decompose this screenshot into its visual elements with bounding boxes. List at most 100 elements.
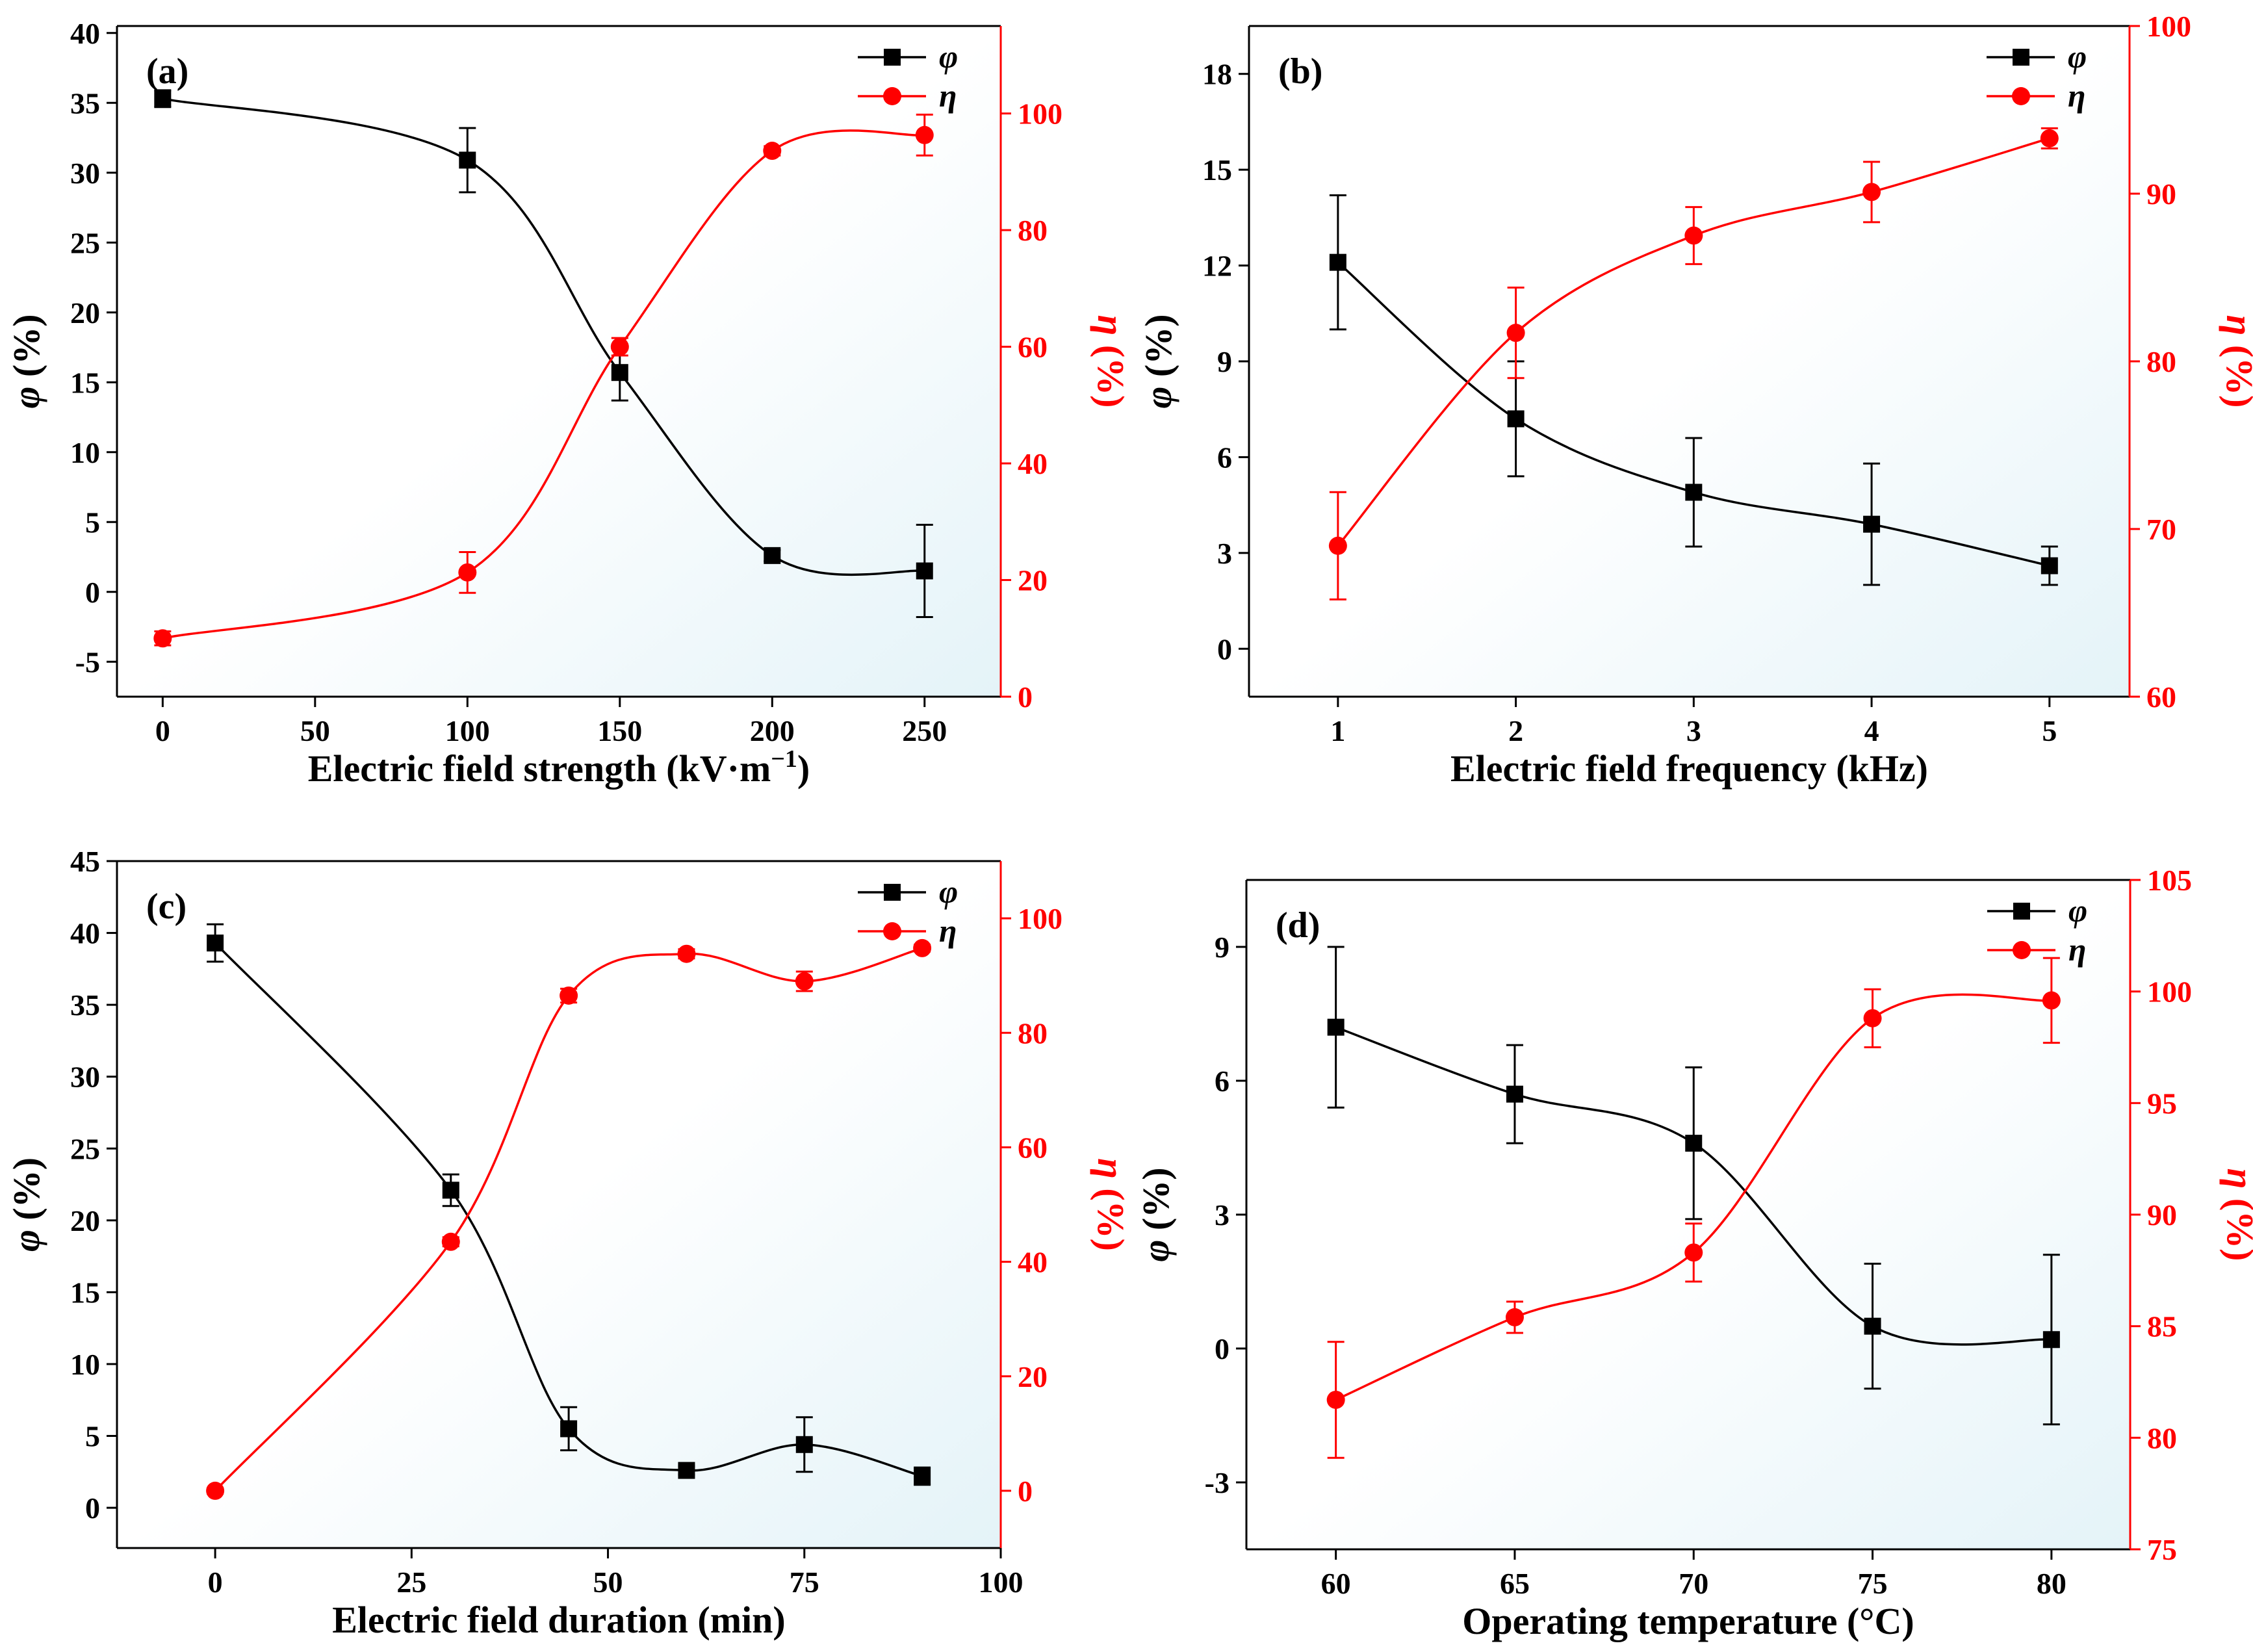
eta-point [2042, 991, 2061, 1010]
y-left-tick-label: -5 [75, 645, 100, 678]
phi-point [1506, 1085, 1523, 1103]
phi-point [914, 1467, 931, 1485]
y-right-tick-label: 100 [2147, 975, 2192, 1009]
y-left-axis-title: φ (%) [1137, 314, 1179, 408]
y-left-axis-title: φ (%) [1135, 1167, 1177, 1261]
phi-point [1507, 410, 1525, 428]
series-line-phi [162, 97, 925, 576]
y-left-axis-title: φ (%) [5, 314, 47, 408]
y-right-axis-title: η (%) [1090, 1158, 1132, 1251]
y-right-tick-label: 80 [2147, 1421, 2177, 1454]
x-tick-label: 70 [1679, 1567, 1708, 1600]
y-left-tick-label: 40 [70, 17, 100, 50]
y-left-tick-label: 45 [70, 845, 100, 878]
legend-marker-eta [2012, 87, 2030, 105]
y-right-axis-title: η (%) [1090, 315, 1132, 408]
y-right-tick-label: 60 [2146, 680, 2176, 714]
series-line-eta [162, 129, 925, 639]
x-tick-label: 0 [208, 1566, 223, 1599]
panel-label: (d) [1276, 905, 1320, 946]
phi-point [2041, 557, 2058, 574]
y-left-tick-label: 3 [1215, 1198, 1229, 1232]
eta-point [206, 1481, 225, 1500]
phi-point [207, 935, 224, 952]
y-left-axis-title: φ (%) [5, 1157, 47, 1252]
y-right-axis-title: η (%) [2219, 1168, 2253, 1261]
chart-panel-4: 60 65 70 75 80 -3 0 3 6 9 75 80 85 90 95 100 105 (d) φη Ope… [1135, 864, 2253, 1642]
y-left-tick-label: 5 [85, 1420, 100, 1453]
x-tick-label: 150 [597, 714, 642, 747]
legend-label-phi: φ [2068, 892, 2087, 929]
y-right-tick-label: 70 [2146, 513, 2176, 546]
eta-point [1326, 1390, 1345, 1409]
x-tick-label: 5 [2042, 714, 2057, 747]
y-left-tick-label: 9 [1215, 931, 1229, 964]
y-right-tick-label: 105 [2147, 864, 2192, 897]
y-left-tick-label: 40 [70, 917, 100, 950]
plot-background [117, 861, 1001, 1548]
y-left-tick-label: 30 [70, 1061, 100, 1094]
y-right-tick-label: 95 [2147, 1087, 2177, 1120]
legend-marker-eta [2013, 941, 2031, 959]
eta-point [1863, 1009, 1882, 1027]
x-tick-label: 65 [1500, 1567, 1530, 1600]
chart-panel-1: 0 50 100 150 200 250 -5 0 5 10 15 20 25 30 35 40 0 20 40 60… [5, 17, 1132, 790]
x-tick-label: 250 [902, 714, 947, 747]
panel-label: (c) [146, 886, 187, 927]
legend-label-eta: η [939, 912, 957, 949]
phi-point [560, 1420, 578, 1438]
y-left-tick-label: 15 [70, 366, 100, 399]
y-left-tick-label: -3 [1205, 1466, 1229, 1499]
y-right-tick-label: 80 [2146, 345, 2176, 378]
y-right-axis-title: η (%) [2219, 315, 2253, 408]
x-axis-title: Electric field frequency (kHz) [1450, 747, 1928, 790]
phi-point [1327, 1018, 1345, 1036]
y-right-tick-label: 0 [1018, 1475, 1033, 1508]
phi-point [1329, 253, 1346, 271]
eta-point [913, 938, 932, 957]
series-line-eta [1335, 993, 2052, 1401]
series-line-eta [1337, 137, 2050, 547]
x-tick-label: 4 [1864, 714, 1879, 747]
y-right-tick-label: 100 [2146, 10, 2191, 43]
phi-point [442, 1181, 459, 1199]
x-tick-label: 75 [1858, 1567, 1888, 1600]
x-tick-label: 100 [979, 1566, 1024, 1599]
y-left-tick-label: 5 [85, 506, 100, 539]
y-left-tick-label: 0 [85, 576, 100, 609]
y-right-tick-label: 90 [2146, 177, 2176, 211]
y-left-tick-label: 15 [70, 1276, 100, 1309]
phi-point [1685, 484, 1703, 501]
legend-marker-eta [883, 922, 901, 940]
phi-point [795, 1436, 813, 1453]
x-axis-title: Operating temperature (°C) [1462, 1600, 1914, 1642]
eta-point [153, 629, 172, 648]
legend-label-phi: φ [939, 873, 958, 910]
x-tick-label: 1 [1330, 714, 1345, 747]
eta-point [560, 986, 578, 1005]
eta-point [763, 142, 782, 161]
y-left-tick-label: 0 [1215, 1332, 1229, 1365]
x-tick-label: 50 [300, 714, 330, 747]
y-right-tick-label: 80 [1018, 214, 1048, 247]
y-right-tick-label: 20 [1018, 564, 1048, 597]
x-tick-label: 25 [396, 1566, 426, 1599]
eta-point [1505, 1308, 1524, 1326]
plot-background [1246, 880, 2130, 1549]
chart-panel-3: 0 25 50 75 100 0 5 10 15 20 25 30 35 40 45 0 20 40 60 80 100… [5, 845, 1132, 1641]
eta-point [1328, 536, 1347, 555]
y-left-tick-label: 25 [70, 1132, 100, 1165]
phi-point [1864, 1317, 1881, 1335]
y-left-tick-label: 0 [85, 1491, 100, 1525]
y-left-tick-label: 25 [70, 226, 100, 259]
y-left-tick-label: 9 [1217, 345, 1232, 378]
y-left-tick-label: 18 [1202, 58, 1232, 91]
y-left-tick-label: 10 [70, 1348, 100, 1381]
y-right-tick-label: 75 [2147, 1533, 2177, 1566]
eta-point [610, 337, 629, 356]
phi-point [2042, 1331, 2060, 1349]
phi-point [459, 151, 476, 169]
y-right-tick-label: 40 [1018, 1246, 1048, 1279]
y-right-tick-label: 100 [1018, 97, 1062, 131]
